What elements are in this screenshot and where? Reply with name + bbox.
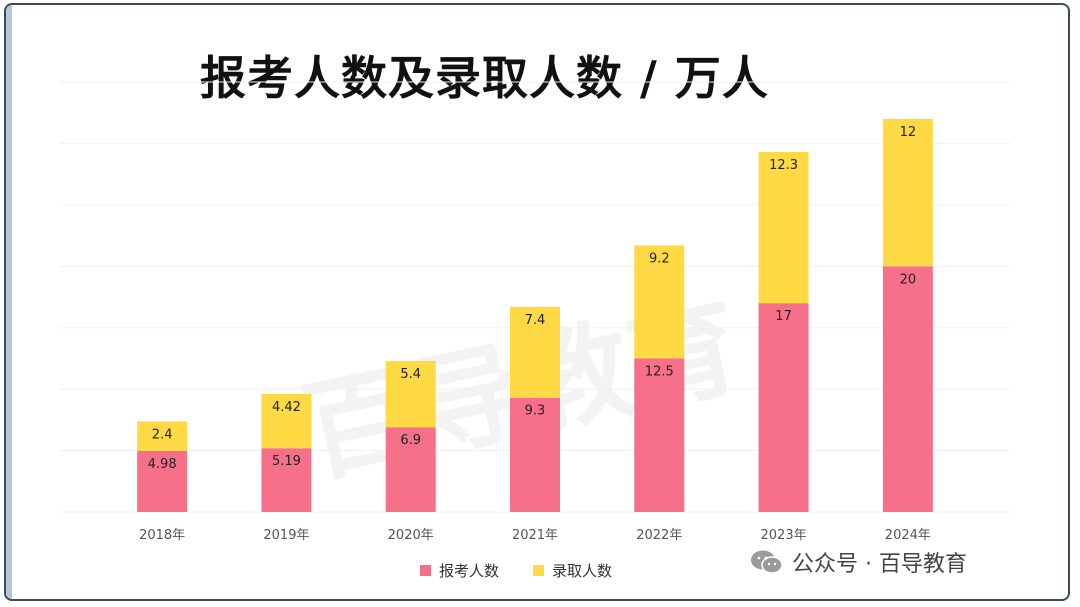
bar-admitted[interactable]	[634, 245, 685, 359]
source-label: 公众号 · 百导教育	[792, 552, 967, 577]
legend-swatch-admitted	[533, 565, 545, 576]
data-label-applicants: 4.98	[148, 457, 177, 472]
x-tick-label: 2019年	[263, 528, 309, 543]
x-tick-label: 2018年	[139, 528, 185, 543]
bar-applicants[interactable]	[261, 448, 312, 512]
legend-label-admitted: 录取人数	[552, 562, 613, 580]
bar-admitted[interactable]	[385, 360, 436, 428]
bar-admitted[interactable]	[137, 421, 188, 451]
data-label-admitted: 12	[900, 125, 917, 140]
source-attribution: 公众号 · 百导教育	[750, 546, 967, 578]
data-label-applicants: 5.19	[272, 454, 301, 469]
legend-item-applicants[interactable]: 报考人数	[420, 560, 499, 581]
legend-label-applicants: 报考人数	[439, 562, 500, 580]
legend-item-admitted[interactable]: 录取人数	[533, 560, 612, 581]
x-tick-label: 2022年	[636, 528, 682, 543]
bar-admitted[interactable]	[261, 393, 312, 449]
bar-applicants[interactable]	[510, 397, 560, 512]
data-label-applicants: 20	[900, 272, 917, 287]
data-label-admitted: 12.3	[769, 158, 798, 173]
bar-admitted[interactable]	[510, 306, 560, 398]
data-label-admitted: 4.42	[272, 400, 301, 415]
legend-swatch-applicants	[420, 565, 431, 576]
data-label-admitted: 2.4	[152, 427, 173, 442]
bar-admitted[interactable]	[758, 152, 809, 304]
data-label-admitted: 9.2	[649, 251, 670, 266]
chart-title: 报考人数及录取人数 / 万人	[200, 51, 769, 105]
x-tick-label: 2023年	[761, 528, 807, 543]
x-tick-label: 2024年	[885, 528, 931, 543]
wechat-icon	[750, 549, 784, 575]
data-label-admitted: 7.4	[525, 313, 546, 328]
bar-admitted[interactable]	[882, 118, 933, 267]
chart-legend: 报考人数 录取人数	[420, 560, 612, 581]
bar-applicants[interactable]	[137, 450, 188, 512]
bar-applicants[interactable]	[634, 358, 685, 512]
data-label-admitted: 5.4	[400, 367, 421, 382]
data-label-applicants: 6.9	[400, 433, 421, 448]
bar-applicants[interactable]	[882, 266, 933, 512]
bar-applicants[interactable]	[758, 303, 809, 512]
data-label-applicants: 17	[775, 309, 792, 324]
x-tick-label: 2020年	[388, 528, 434, 543]
bar-applicants[interactable]	[385, 427, 436, 512]
x-tick-label: 2021年	[512, 528, 558, 543]
side-strip	[6, 5, 12, 599]
data-label-applicants: 9.3	[525, 404, 546, 419]
data-label-applicants: 12.5	[645, 364, 674, 379]
